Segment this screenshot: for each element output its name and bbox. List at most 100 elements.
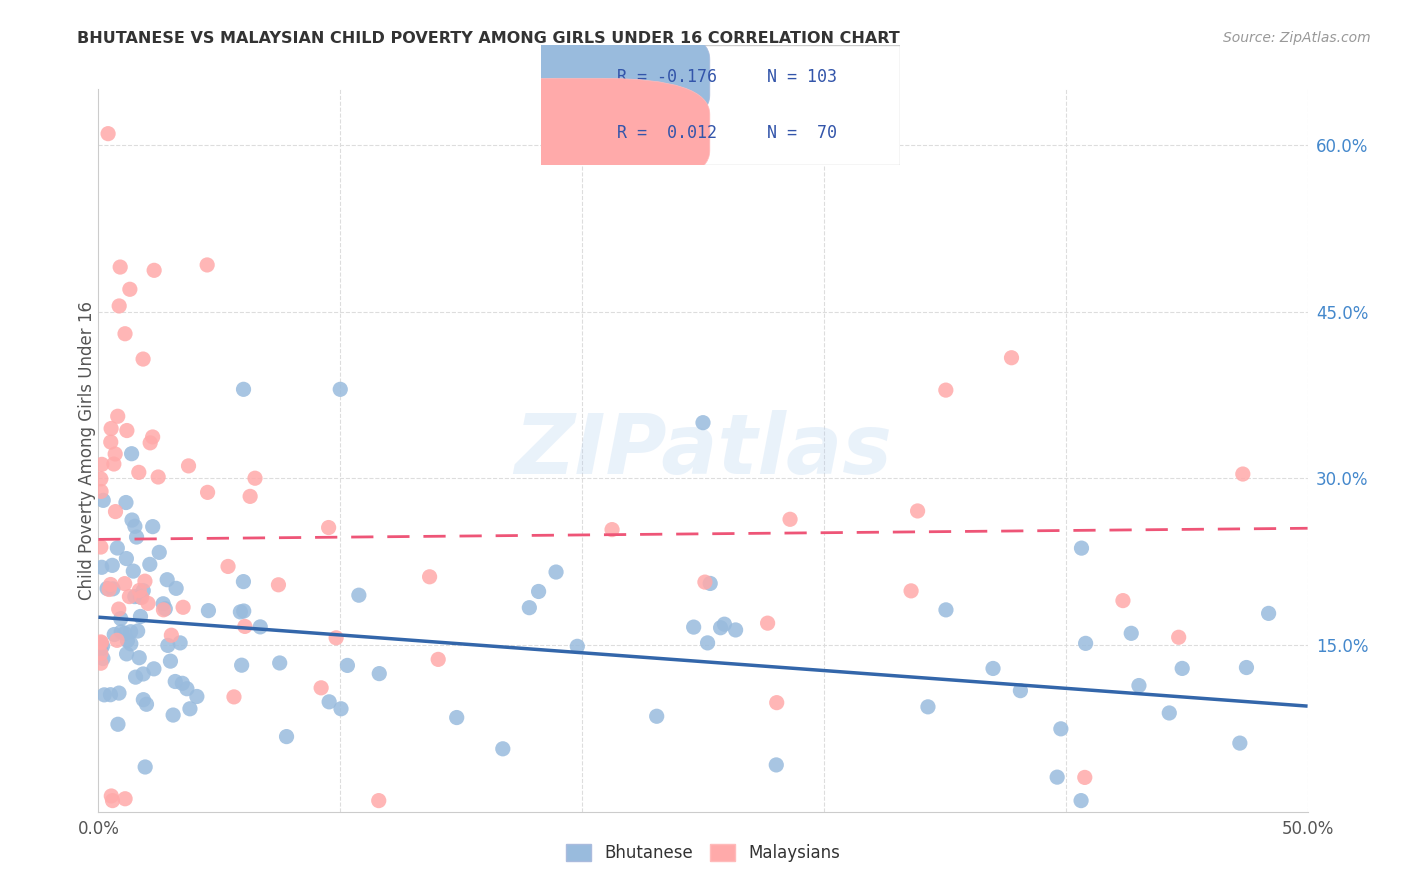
Point [132,692,155,706]
Point [318,695,340,709]
Point [330,702,353,716]
Point [121,447,143,461]
Text: R = -0.176: R = -0.176 [617,68,717,87]
Text: N =  70: N = 70 [768,123,837,142]
Point [143,263,166,277]
Point [90,637,112,651]
Point [645,709,668,723]
Point [249,620,271,634]
Point [165,674,187,689]
Point [309,681,332,695]
Point [90,636,112,650]
Point [1159,706,1181,720]
Point [231,658,253,673]
Point [110,612,132,626]
Point [103,627,125,641]
Point [195,258,218,272]
Point [101,794,124,808]
Point [105,633,128,648]
Point [935,603,957,617]
Point [329,382,352,396]
Point [1010,683,1032,698]
Point [139,558,162,572]
Point [124,519,146,533]
Point [91,651,114,665]
Point [121,513,143,527]
Point [779,512,801,526]
Point [325,631,347,645]
Point [156,573,179,587]
Point [146,470,169,484]
Point [136,596,159,610]
Point [100,688,122,702]
Point [125,530,148,544]
Point [128,650,150,665]
Point [696,636,718,650]
Point [600,523,623,537]
Point [900,583,922,598]
Point [1257,607,1279,621]
Point [148,545,170,559]
Point [142,662,165,676]
Y-axis label: Child Poverty Among Girls Under 16: Child Poverty Among Girls Under 16 [79,301,96,600]
Point [127,624,149,638]
Point [186,690,208,704]
Point [124,590,146,604]
Point [935,383,957,397]
Point [108,686,131,700]
Point [90,560,112,574]
Point [419,570,441,584]
Point [108,260,131,274]
Point [162,708,184,723]
Point [232,574,254,589]
Point [1112,593,1135,607]
Point [152,597,174,611]
Point [159,654,181,668]
Point [336,658,359,673]
Point [544,565,567,579]
Text: N = 103: N = 103 [768,68,837,87]
Point [118,590,141,604]
Point [97,127,120,141]
Point [1074,636,1097,650]
Point [90,484,112,499]
Point [114,576,136,591]
Point [1000,351,1022,365]
Text: BHUTANESE VS MALAYSIAN CHILD POVERTY AMONG GIRLS UNDER 16 CORRELATION CHART: BHUTANESE VS MALAYSIAN CHILD POVERTY AMO… [77,31,900,46]
Point [115,647,138,661]
Point [132,352,155,367]
Point [107,717,129,731]
Point [1171,661,1194,675]
Point [104,505,127,519]
Point [100,577,122,591]
Point [134,574,156,589]
Point [105,541,128,555]
Point [1050,722,1073,736]
Point [567,640,589,654]
Point [118,282,141,296]
Point [682,620,704,634]
Text: ZIPatlas: ZIPatlas [515,410,891,491]
Point [129,609,152,624]
Point [318,520,340,534]
Point [107,602,129,616]
Point [98,582,121,597]
Point [156,639,179,653]
Point [165,582,187,596]
Point [117,633,139,648]
Point [152,603,174,617]
Point [91,493,114,508]
Point [693,575,716,590]
Point [756,616,779,631]
Point [139,435,162,450]
Point [115,551,138,566]
Point [267,578,290,592]
Point [1229,736,1251,750]
Point [269,656,291,670]
Text: Source: ZipAtlas.com: Source: ZipAtlas.com [1223,31,1371,45]
Point [217,559,239,574]
Point [981,661,1004,675]
Point [114,326,136,341]
Point [101,558,124,573]
Point [132,667,155,681]
